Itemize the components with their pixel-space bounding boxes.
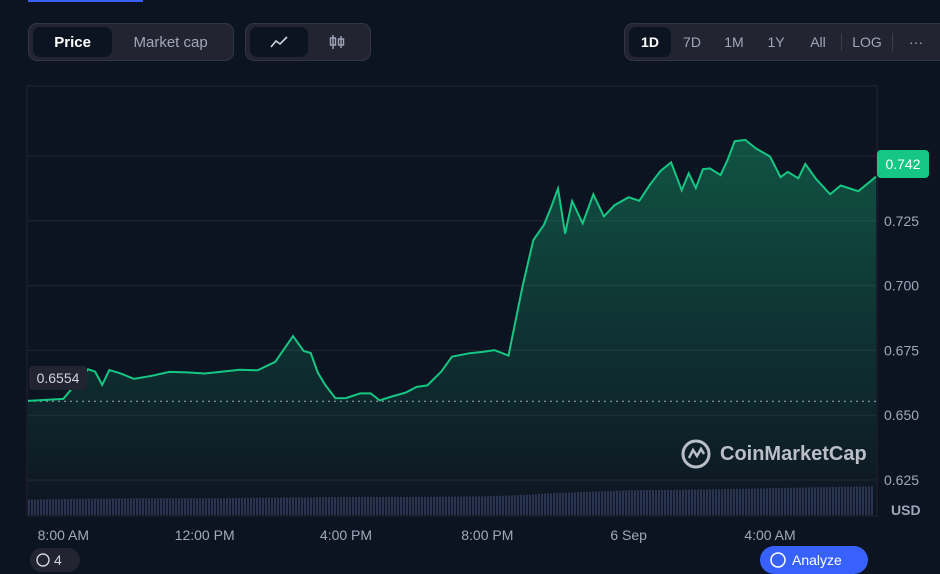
divider [892,33,893,51]
x-tick-label: 8:00 PM [461,527,513,543]
more-options-button[interactable]: ··· [909,34,923,50]
watermark-text: CoinMarketCap [720,442,867,465]
candlestick-button[interactable] [308,27,366,57]
time-range-toggle: 1D 7D 1M 1Y All LOG ··· [624,23,940,61]
y-tick-label: 0.625 [884,472,919,488]
line-chart-button[interactable] [250,27,308,57]
range-7d[interactable]: 7D [683,34,701,50]
current-price-badge: 0.742 [877,150,929,178]
range-1y[interactable]: 1Y [767,34,785,50]
active-tab-indicator [28,0,143,2]
plot-frame [26,85,878,517]
market-cap-tab[interactable]: Market cap [133,33,208,51]
currency-label: USD [891,502,921,518]
range-all[interactable]: All [810,34,826,50]
x-tick-label: 6 Sep [610,527,647,543]
divider [841,33,842,51]
x-tick-label: 12:00 PM [175,527,235,543]
y-tick-label: 0.650 [884,407,919,423]
x-tick-label: 4:00 AM [744,527,795,543]
x-axis-labels: 8:00 AM 12:00 PM 4:00 PM 8:00 PM 6 Sep 4:00 A… [38,527,796,543]
x-tick-label: 8:00 AM [38,527,89,543]
chart-type-toggle [245,23,371,61]
open-price-badge: 0.6554 [29,366,87,390]
analyze-label: Analyze [792,552,842,568]
price-tab[interactable]: Price [33,27,113,57]
x-tick-label: 4:00 PM [320,527,372,543]
range-1d[interactable]: 1D [629,27,671,57]
log-scale-button[interactable]: LOG [852,34,882,50]
candlestick-icon [329,35,345,49]
analyze-icon [770,552,786,568]
bottom-left-pill[interactable]: 4 [30,548,80,572]
watermark: CoinMarketCap [680,438,867,470]
line-chart-icon [270,36,288,48]
price-line [27,138,877,402]
y-tick-label: 0.725 [884,213,919,229]
y-tick-label: 0.700 [884,278,919,294]
bottom-left-label: 4 [54,552,62,568]
analyze-button[interactable]: Analyze [760,546,868,574]
coinmarketcap-logo-icon [681,439,711,469]
y-tick-label: 0.675 [884,342,919,358]
clock-icon [36,553,50,567]
range-1m[interactable]: 1M [724,34,744,50]
metric-toggle: Price Market cap [28,23,234,61]
price-area [28,139,876,515]
